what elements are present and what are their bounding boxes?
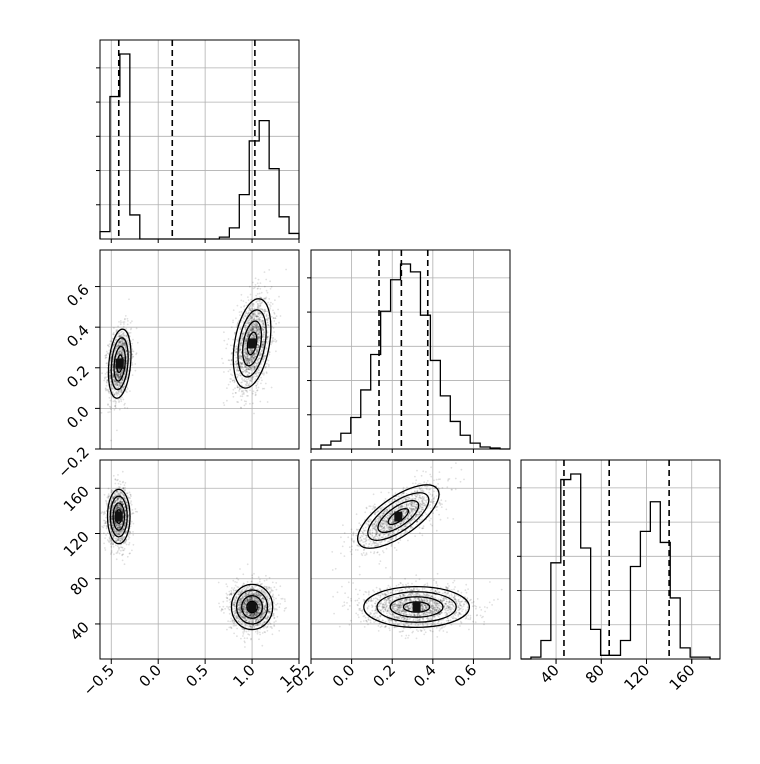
hist-bar-0-0 [100, 232, 110, 239]
y-tick-label-1-3: 0.4 [63, 321, 93, 351]
hist-bar-1-7 [381, 311, 391, 449]
hist-bar-0-2 [120, 54, 130, 239]
hist-bar-2-6 [581, 548, 591, 659]
hist-panel-2 [517, 460, 720, 663]
hist-bar-1-3 [341, 433, 351, 449]
hist-bar-2-15 [670, 598, 680, 659]
hist-outline-2 [521, 474, 720, 659]
scatter-area-2 [311, 460, 510, 659]
hist-bar-0-13 [229, 228, 239, 239]
hist-outline-1 [311, 264, 510, 449]
y-tick-label-1-1: 0.0 [63, 402, 93, 432]
scatter-frame-1 [100, 460, 299, 659]
hist-bar-1-5 [361, 390, 371, 449]
y-tick-label-1-4: 0.6 [63, 281, 93, 311]
hist-frame-1 [311, 250, 510, 449]
hist-bar-2-11 [630, 567, 640, 660]
y-tick-label-2-1: 80 [67, 573, 93, 599]
y-tick-label-1-2: 0.2 [63, 362, 93, 392]
hist-bar-0-14 [239, 195, 249, 239]
scatter-panel-1-2 [311, 460, 510, 659]
scatter-frame-2 [311, 460, 510, 659]
hist-bar-0-19 [289, 233, 299, 239]
hist-bar-2-4 [561, 480, 571, 659]
hist-bar-2-13 [650, 502, 660, 659]
density-peak-2-1 [413, 602, 421, 612]
hist-bar-2-2 [541, 641, 551, 660]
x-tick-label-0-0: −0.5 [80, 661, 118, 699]
hist-bar-0-17 [269, 169, 279, 239]
density-peak-2-0 [394, 512, 402, 522]
hist-bar-1-10 [411, 272, 421, 449]
hist-bar-1-12 [430, 360, 440, 449]
x-tick-label-2-2: 120 [620, 661, 653, 694]
scatter-panel-0-2 [98, 460, 300, 659]
hist-bar-1-15 [460, 435, 470, 449]
x-tick-label-0-1: 0.0 [135, 661, 165, 691]
x-tick-label-1-4: 0.6 [451, 661, 481, 691]
hist-panel-0 [96, 40, 299, 243]
x-tick-label-1-2: 0.2 [369, 661, 399, 691]
density-peak-0-0 [116, 359, 124, 369]
hist-bar-0-16 [259, 121, 269, 239]
hist-bar-1-13 [440, 396, 450, 449]
density-peak-1-0 [115, 512, 123, 522]
density-peak-0-1 [248, 338, 256, 348]
hist-bar-1-16 [470, 443, 480, 449]
y-tick-label-2-0: 40 [67, 618, 93, 644]
hist-bar-1-11 [420, 315, 430, 449]
scatter-panel-0-1 [96, 250, 299, 449]
x-tick-label-2-1: 80 [582, 661, 608, 687]
hist-bar-2-16 [680, 648, 690, 659]
hist-bar-1-2 [331, 441, 341, 449]
hist-panel-1 [307, 250, 510, 453]
x-tick-label-0-3: 1.0 [229, 661, 259, 691]
scatter-area-0 [96, 250, 299, 449]
hist-bar-2-5 [571, 474, 581, 659]
hist-bar-0-18 [279, 217, 289, 239]
scatter-area-1 [98, 460, 300, 659]
hist-bar-2-10 [621, 641, 631, 660]
density-peak-1-1 [248, 602, 256, 612]
hist-bar-1-14 [450, 421, 460, 449]
x-tick-label-1-0: −0.2 [279, 661, 317, 699]
x-tick-label-1-1: 0.0 [329, 661, 359, 691]
x-tick-label-1-3: 0.4 [410, 661, 440, 691]
hist-bar-0-3 [130, 215, 140, 239]
y-tick-label-1-0: −0.2 [54, 443, 92, 481]
hist-bar-2-12 [640, 531, 650, 659]
hist-bar-1-4 [351, 418, 361, 449]
hist-outline-0 [100, 54, 299, 239]
x-tick-label-0-2: 0.5 [182, 661, 212, 691]
hist-bar-2-7 [591, 629, 601, 659]
y-tick-label-2-3: 160 [60, 482, 93, 515]
x-tick-label-2-3: 160 [666, 661, 699, 694]
x-tick-label-2-0: 40 [537, 661, 563, 687]
y-tick-label-2-2: 120 [60, 528, 93, 561]
